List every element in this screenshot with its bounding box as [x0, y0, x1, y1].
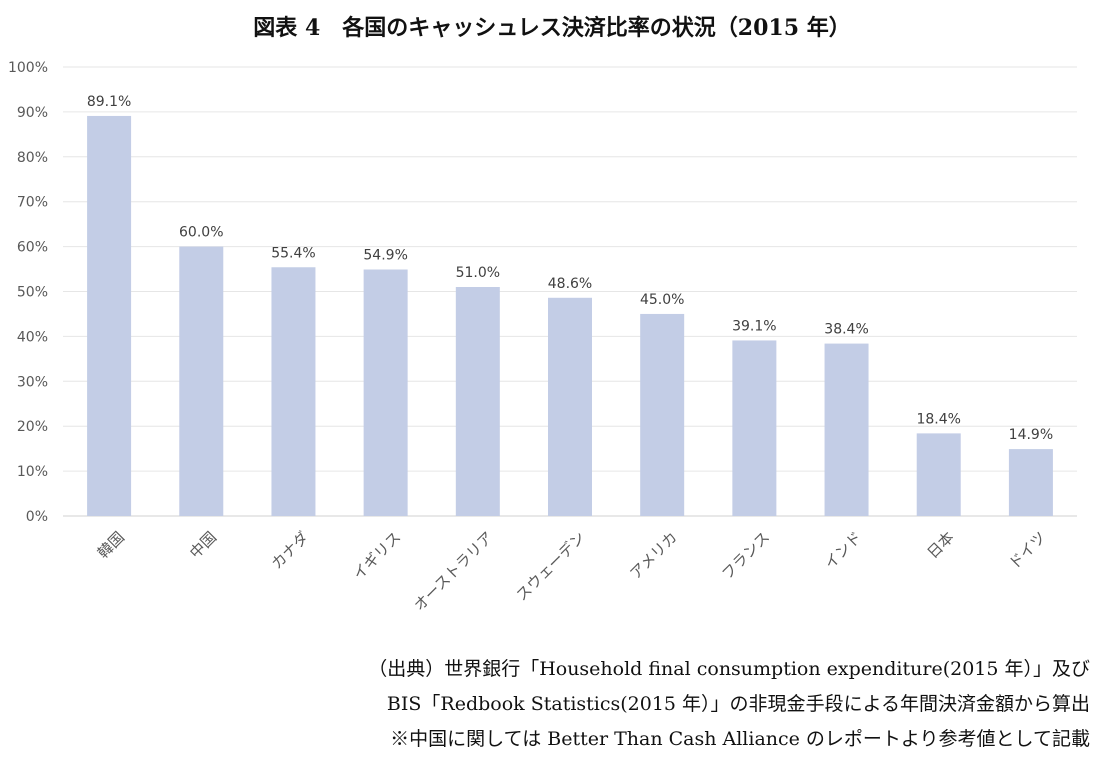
chart-title: 図表 4 各国のキャッシュレス決済比率の状況（2015 年） [253, 15, 851, 41]
category-label: 中国 [186, 528, 220, 562]
bar [824, 343, 869, 516]
bar [640, 313, 685, 516]
category-label: 日本 [924, 528, 958, 562]
bar [1008, 449, 1053, 516]
data-label: 39.1% [732, 318, 776, 334]
bar [916, 433, 961, 516]
category-label: スウェーデン [512, 528, 588, 604]
y-tick-label: 20% [17, 419, 48, 435]
category-label: 韓国 [94, 528, 128, 562]
y-tick-label: 40% [17, 329, 48, 345]
category-label: ドイツ [1005, 528, 1050, 573]
bar [455, 287, 500, 516]
y-axis-ticks: 0% 10% 20% 30% 40% 50% 60% 70% 80% 90% 100% [8, 60, 48, 525]
y-tick-label: 50% [17, 285, 48, 301]
y-tick-label: 60% [17, 240, 48, 256]
bar [363, 269, 408, 516]
bar [732, 340, 777, 516]
category-labels: 韓国 中国 カナダ イギリス オーストラリア スウェーデン アメリカ フランス インド 日本 ドイツ [94, 528, 1050, 614]
data-label: 60.0% [179, 225, 223, 241]
y-tick-label: 30% [17, 374, 48, 390]
category-label: アメリカ [626, 528, 681, 583]
y-tick-label: 0% [26, 509, 48, 525]
bars [87, 115, 1053, 516]
data-label: 55.4% [271, 245, 315, 261]
data-label: 48.6% [548, 276, 592, 292]
category-label: インド [821, 528, 866, 573]
bar-chart: 0% 10% 20% 30% 40% 50% 60% 70% 80% 90% 100% 89.1% 6… [8, 60, 1077, 615]
category-label: イギリス [349, 528, 404, 583]
data-label: 18.4% [916, 411, 960, 427]
category-label: オーストラリア [410, 528, 496, 614]
bar [87, 115, 132, 516]
source-note-1: （出典）世界銀行「Household final consumption exp… [368, 658, 1090, 680]
bar [548, 297, 592, 516]
y-tick-label: 70% [17, 195, 48, 211]
y-tick-label: 80% [17, 150, 48, 166]
bar [271, 267, 316, 516]
data-label: 45.0% [640, 292, 684, 308]
y-tick-label: 90% [17, 105, 48, 121]
data-label: 51.0% [456, 265, 500, 281]
data-label: 38.4% [824, 322, 868, 338]
data-label: 89.1% [87, 94, 131, 110]
source-note-3: ※中国に関しては Better Than Cash Alliance のレポート… [390, 728, 1090, 750]
data-label: 14.9% [1009, 427, 1053, 443]
data-labels: 89.1% 60.0% 55.4% 54.9% 51.0% 48.6% 45.0% 39.1%… [87, 94, 1053, 443]
y-tick-label: 10% [17, 464, 48, 480]
category-label: フランス [718, 528, 773, 583]
y-tick-label: 100% [8, 60, 48, 76]
category-label: カナダ [268, 528, 313, 573]
source-note-2: BIS「Redbook Statistics(2015 年）」の非現金手段による… [386, 693, 1090, 715]
data-label: 54.9% [363, 247, 407, 263]
bar [179, 246, 224, 516]
